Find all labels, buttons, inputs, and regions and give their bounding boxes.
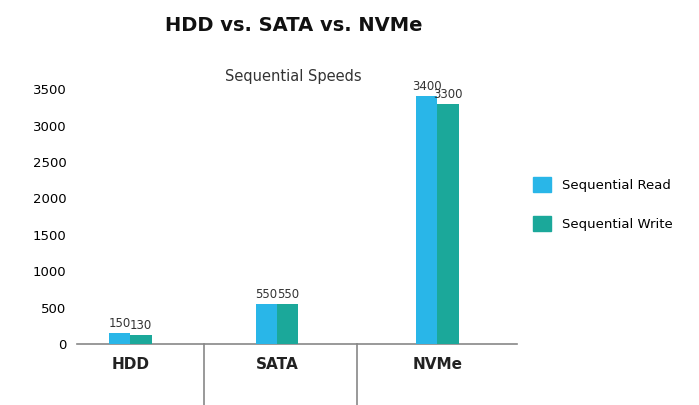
Text: 3400: 3400 (412, 81, 441, 94)
Bar (256, 304, 277, 344)
Text: Sequential Speeds: Sequential Speeds (225, 69, 362, 84)
Legend: Sequential Read, Sequential Write: Sequential Read, Sequential Write (533, 177, 672, 231)
Text: 130: 130 (130, 319, 152, 332)
Bar (130, 335, 152, 344)
Bar (277, 304, 298, 344)
Text: HDD vs. SATA vs. NVMe: HDD vs. SATA vs. NVMe (165, 16, 422, 35)
Text: 550: 550 (255, 288, 278, 301)
Text: 150: 150 (108, 318, 131, 330)
Bar (109, 333, 130, 344)
Bar (416, 96, 437, 344)
Text: 3300: 3300 (433, 88, 463, 101)
Text: 550: 550 (277, 288, 298, 301)
Bar (437, 104, 459, 344)
